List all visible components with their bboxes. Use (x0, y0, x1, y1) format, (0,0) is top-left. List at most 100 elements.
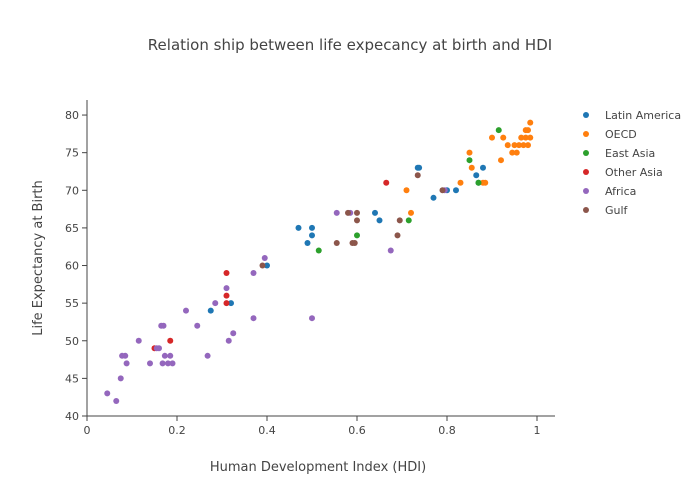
y-tick-label: 50 (65, 335, 79, 348)
data-point[interactable] (489, 134, 495, 141)
y-tick-label: 55 (65, 297, 79, 310)
legend-item[interactable]: Latin America (583, 109, 681, 122)
data-point[interactable] (354, 209, 360, 216)
data-point[interactable] (167, 337, 174, 344)
data-point[interactable] (309, 232, 315, 239)
data-point[interactable] (408, 209, 414, 216)
data-point[interactable] (228, 300, 234, 307)
data-point[interactable] (309, 315, 315, 322)
data-point[interactable] (383, 179, 390, 186)
data-point[interactable] (498, 157, 504, 164)
legend-item[interactable]: OECD (583, 128, 637, 141)
data-point[interactable] (500, 134, 507, 141)
data-point[interactable] (147, 360, 153, 367)
data-point[interactable] (160, 322, 167, 329)
data-point[interactable] (480, 164, 486, 171)
data-point[interactable] (304, 239, 311, 246)
data-point[interactable] (396, 217, 403, 224)
legend[interactable]: Latin America OECD East Asia Other Asia Afri… (583, 109, 681, 217)
legend-item[interactable]: Gulf (583, 204, 629, 217)
data-point[interactable] (403, 187, 410, 194)
data-point[interactable] (159, 360, 166, 367)
data-point[interactable] (376, 217, 383, 224)
data-point[interactable] (509, 149, 516, 156)
data-point[interactable] (387, 247, 394, 254)
y-tick-label: 75 (65, 147, 79, 160)
data-point[interactable] (250, 270, 257, 277)
data-point[interactable] (351, 239, 358, 246)
data-point[interactable] (416, 164, 423, 171)
data-point[interactable] (518, 134, 525, 141)
data-point[interactable] (204, 352, 211, 359)
data-point[interactable] (466, 149, 473, 156)
data-point[interactable] (223, 285, 230, 292)
data-point[interactable] (516, 142, 522, 149)
data-point[interactable] (405, 217, 412, 224)
data-point[interactable] (354, 217, 360, 224)
legend-label: East Asia (605, 147, 655, 160)
data-point[interactable] (165, 360, 171, 367)
data-point[interactable] (527, 119, 534, 126)
data-point[interactable] (161, 352, 168, 359)
data-point[interactable] (223, 300, 230, 307)
legend-marker (583, 188, 589, 194)
data-point[interactable] (207, 307, 214, 314)
data-point[interactable] (135, 337, 142, 344)
data-point[interactable] (394, 232, 401, 239)
series-east-asia (315, 127, 502, 254)
data-point[interactable] (117, 375, 124, 382)
data-point[interactable] (156, 345, 162, 352)
data-point[interactable] (527, 134, 534, 141)
data-point[interactable] (223, 270, 230, 277)
data-point[interactable] (414, 172, 421, 179)
data-point[interactable] (259, 262, 266, 269)
legend-item[interactable]: East Asia (583, 147, 655, 160)
data-point[interactable] (473, 172, 480, 179)
data-point[interactable] (250, 315, 257, 322)
series-other-asia (151, 179, 390, 352)
legend-label: Other Asia (605, 166, 663, 179)
data-point[interactable] (212, 300, 219, 307)
data-point[interactable] (439, 187, 446, 194)
data-point[interactable] (475, 179, 482, 186)
data-point[interactable] (525, 142, 531, 149)
data-point[interactable] (315, 247, 322, 254)
series-africa (104, 187, 448, 404)
data-point[interactable] (104, 390, 111, 397)
data-point[interactable] (264, 262, 270, 269)
data-point[interactable] (333, 209, 340, 216)
data-point[interactable] (223, 292, 230, 299)
data-point[interactable] (113, 397, 120, 404)
data-point[interactable] (230, 330, 237, 337)
data-point[interactable] (504, 142, 511, 149)
data-point[interactable] (468, 164, 475, 171)
data-point[interactable] (430, 194, 437, 201)
data-point[interactable] (495, 127, 502, 134)
data-point[interactable] (354, 232, 360, 239)
data-point[interactable] (466, 157, 473, 164)
data-point[interactable] (169, 360, 176, 367)
data-point[interactable] (482, 179, 489, 186)
data-point[interactable] (453, 187, 459, 194)
data-point[interactable] (194, 322, 201, 329)
data-point[interactable] (520, 142, 527, 149)
data-point[interactable] (122, 352, 129, 359)
data-point[interactable] (333, 239, 340, 246)
data-point[interactable] (183, 307, 189, 314)
data-point[interactable] (372, 209, 378, 216)
legend-item[interactable]: Africa (583, 185, 636, 198)
data-point[interactable] (345, 209, 351, 216)
data-point[interactable] (261, 255, 268, 261)
data-point[interactable] (309, 224, 315, 231)
data-point[interactable] (167, 352, 174, 359)
data-point[interactable] (295, 224, 302, 231)
data-point[interactable] (525, 127, 531, 134)
data-point[interactable] (457, 179, 464, 186)
y-tick-label: 60 (65, 260, 79, 273)
legend-item[interactable]: Other Asia (583, 166, 663, 179)
data-point[interactable] (225, 337, 232, 344)
data-point[interactable] (522, 134, 529, 141)
data-point[interactable] (511, 142, 518, 149)
data-point[interactable] (123, 360, 130, 367)
data-point[interactable] (513, 149, 520, 156)
